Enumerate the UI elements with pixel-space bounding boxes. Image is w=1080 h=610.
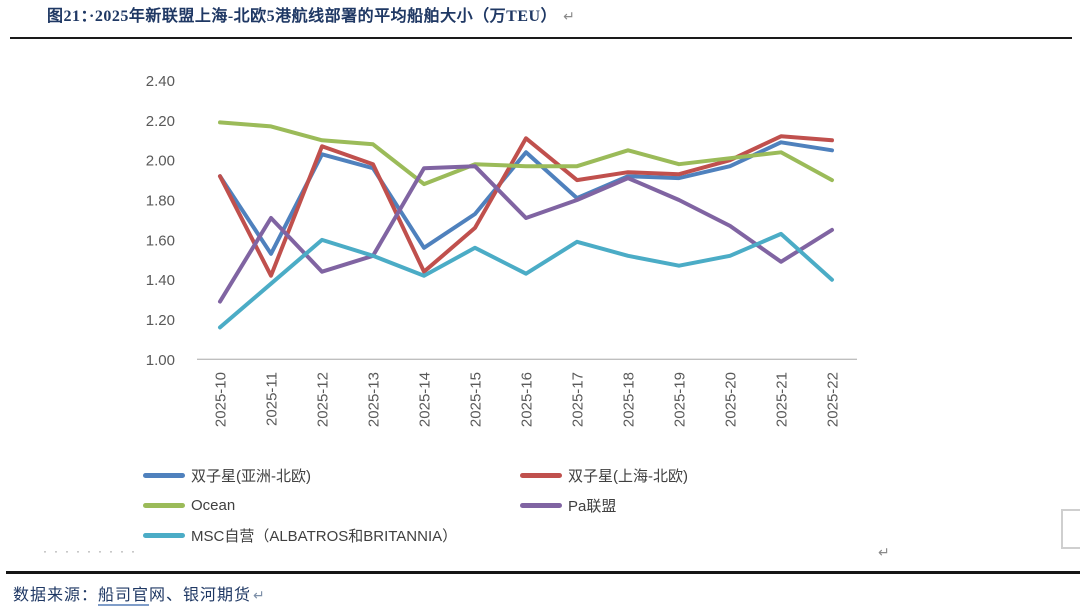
paragraph-return-icon: ↵ — [878, 544, 890, 560]
x-axis-tick-label: 2025-18 — [621, 372, 638, 427]
title-divider — [10, 37, 1072, 39]
y-axis-tick-label: 1.60 — [146, 232, 175, 249]
x-axis-tick-label: 2025-15 — [468, 372, 485, 427]
figure-title: 图21：·2025年新联盟上海-北欧5港航线部署的平均船舶大小（万TEU） ↵ — [47, 2, 575, 26]
y-axis-tick-label: 2.20 — [146, 113, 175, 130]
y-axis-tick-label: 2.40 — [146, 73, 175, 90]
source-suffix: 网、银河期货 — [149, 587, 252, 604]
legend-item: 双子星(亚洲-北欧) — [143, 464, 520, 486]
y-axis-tick-label: 1.00 — [146, 352, 175, 369]
series-line — [218, 120, 834, 187]
y-axis-tick-label: 2.00 — [146, 153, 175, 170]
data-source-line: 数据来源：船司官网、银河期货 ↵ — [13, 581, 266, 606]
legend-item: Ocean — [143, 494, 520, 516]
legend-line-swatch — [520, 502, 562, 508]
x-axis-tick-label: 2025-12 — [315, 372, 332, 427]
series-line — [218, 140, 834, 256]
legend-label: 双子星(亚洲-北欧) — [191, 467, 311, 485]
x-axis-tick-label: 2025-13 — [366, 372, 383, 427]
x-axis-tick-label: 2025-14 — [417, 372, 434, 427]
line-chart: 2.40 2.20 2.00 1.80 1.60 1.40 1.20 1.00 2025-10 2… — [146, 73, 857, 427]
y-axis-tick-label: 1.80 — [146, 193, 175, 210]
legend-item: 双子星(上海-北欧) — [520, 464, 950, 486]
source-hyperlink[interactable]: 船司官 — [98, 587, 150, 606]
x-axis-tick-label: 2025-16 — [519, 372, 536, 427]
x-axis-tick-label: 2025-10 — [213, 372, 230, 427]
series-line — [218, 231, 834, 330]
x-axis-tick-label: 2025-11 — [264, 372, 281, 426]
source-prefix: 数据来源： — [13, 587, 99, 604]
legend-item: MSC自营（ALBATROS和BRITANNIA） — [143, 524, 520, 546]
legend-label: Ocean — [191, 496, 236, 514]
x-axis-tick-label: 2025-20 — [723, 372, 740, 427]
y-axis-tick-label: 1.40 — [146, 272, 175, 289]
legend-label: Pa联盟 — [568, 497, 617, 515]
x-axis-tick-label: 2025-21 — [774, 372, 791, 427]
legend-label: 双子星(上海-北欧) — [568, 467, 688, 485]
legend-line-swatch — [143, 532, 185, 538]
x-axis-tick-label: 2025-19 — [672, 372, 689, 427]
page-edge-box — [1061, 509, 1080, 549]
paragraph-return-icon: ↵ — [253, 587, 266, 603]
legend-line-swatch — [520, 472, 562, 478]
x-axis-tick-label: 2025-17 — [570, 372, 587, 427]
chart-legend: 双子星(亚洲-北欧) 双子星(上海-北欧) Ocean Pa联盟 MSC自营（ALBAT… — [143, 464, 950, 546]
series-line — [218, 164, 834, 304]
legend-line-swatch — [143, 472, 185, 478]
figure-title-text: 图21：·2025年新联盟上海-北欧5港航线部署的平均船舶大小（万TEU） — [47, 8, 558, 25]
footer-divider — [6, 571, 1080, 574]
y-axis-tick-label: 1.20 — [146, 312, 175, 329]
paragraph-return-icon: ↵ — [563, 8, 576, 24]
x-axis-tick-label: 2025-22 — [825, 372, 842, 427]
legend-item: Pa联盟 — [520, 494, 950, 516]
dotted-leader: ········· — [43, 544, 142, 558]
legend-label: MSC自营（ALBATROS和BRITANNIA） — [191, 527, 458, 545]
legend-line-swatch — [143, 502, 185, 508]
